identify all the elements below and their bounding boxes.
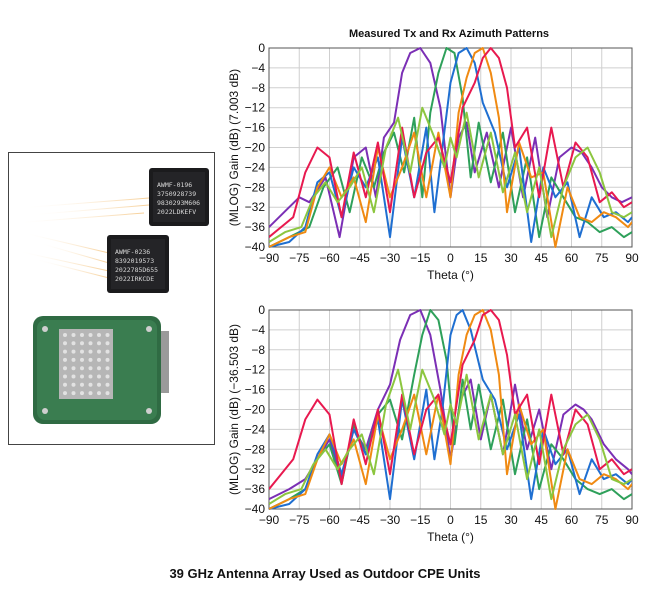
antenna-board [33, 316, 169, 424]
y-axis-title: (MLOG) Gain (dB) (7.003 dB) [227, 69, 241, 226]
chip1-line4: 2022LDKEFV [157, 208, 196, 216]
y-tick-label: −20 [245, 141, 266, 155]
y-tick-label: −40 [245, 502, 266, 516]
x-tick-label: −30 [380, 251, 401, 265]
y-tick-label: −16 [245, 383, 266, 397]
x-tick-label: 30 [504, 513, 518, 527]
x-tick-label: 15 [474, 251, 488, 265]
chip-awmf-0236: AWMF-0236 8392019573 2022785D655 2022IRK… [107, 235, 169, 293]
y-tick-label: −24 [245, 160, 266, 174]
series-line [269, 309, 632, 490]
x-tick-label: 0 [447, 251, 454, 265]
y-tick-label: −12 [245, 101, 266, 115]
x-tick-label: −15 [410, 513, 431, 527]
y-tick-label: −24 [245, 422, 266, 436]
x-tick-label: 90 [625, 513, 639, 527]
y-tick-label: −28 [245, 442, 266, 456]
x-tick-label: 15 [474, 513, 488, 527]
x-tick-label: −45 [350, 513, 371, 527]
x-tick-label: 90 [625, 251, 639, 265]
x-tick-label: 60 [565, 513, 579, 527]
x-axis-title: Theta (°) [427, 268, 474, 282]
light-streaks [13, 197, 150, 279]
chip2-line2: 8392019573 [115, 257, 154, 265]
y-tick-label: −4 [251, 323, 265, 337]
figure-caption: 39 GHz Antenna Array Used as Outdoor CPE… [169, 566, 481, 581]
chip2-line4: 2022IRKCDE [115, 275, 154, 283]
y-tick-label: −36 [245, 220, 266, 234]
chip1-line3: 9830293M606 [157, 199, 200, 207]
y-tick-label: 0 [258, 303, 265, 317]
series-line [269, 368, 632, 505]
y-tick-label: −40 [245, 240, 266, 254]
x-tick-label: −60 [319, 513, 340, 527]
chart-bottom: −90 −75 −60 −45 −30 −15 0 15 30 45 60 75 90 0 −4 −8 −12 −… [227, 303, 639, 544]
x-tick-label: 75 [595, 251, 609, 265]
y-tick-label: 0 [258, 41, 265, 55]
y-tick-label: −28 [245, 180, 266, 194]
x-tick-label: 30 [504, 251, 518, 265]
y-tick-label: −32 [245, 200, 266, 214]
x-axis-title: Theta (°) [427, 530, 474, 544]
x-tick-label: −90 [259, 251, 280, 265]
series-line [269, 47, 632, 238]
x-tick-label: −75 [289, 251, 310, 265]
chip1-line1: AWMF-0196 [157, 181, 192, 189]
product-photo: AWMF-0196 3750928739 9830293M606 2022LDK… [13, 168, 209, 424]
y-tick-label: −4 [251, 61, 265, 75]
plot-frame [268, 47, 633, 248]
product-photo-panel: AWMF-0196 3750928739 9830293M606 2022LDK… [8, 152, 215, 445]
chip1-line2: 3750928739 [157, 190, 196, 198]
chip2-line1: AWMF-0236 [115, 248, 150, 256]
x-tick-label: −75 [289, 513, 310, 527]
x-tick-label: 45 [535, 251, 549, 265]
x-tick-label: −15 [410, 251, 431, 265]
x-tick-label: −45 [350, 251, 371, 265]
x-tick-label: −60 [319, 251, 340, 265]
x-tick-label: 60 [565, 251, 579, 265]
y-tick-label: −8 [251, 81, 265, 95]
y-tick-label: −32 [245, 462, 266, 476]
y-tick-label: −20 [245, 403, 266, 417]
x-tick-label: 75 [595, 513, 609, 527]
x-tick-label: 0 [447, 513, 454, 527]
x-tick-label: −90 [259, 513, 280, 527]
series-line [269, 47, 632, 248]
chart-title: Measured Tx and Rx Azimuth Patterns [349, 28, 549, 40]
x-tick-label: −30 [380, 513, 401, 527]
chip2-line3: 2022785D655 [115, 266, 158, 274]
y-tick-label: −12 [245, 363, 266, 377]
series-line [269, 106, 632, 243]
y-tick-label: −36 [245, 482, 266, 496]
chart-top: −90 −75 −60 −45 −30 −15 0 15 30 45 60 75 90 0 −4 −8 −12 −… [227, 41, 639, 282]
azimuth-charts: Measured Tx and Rx Azimuth Patterns −90−… [227, 28, 639, 544]
plot-frame [268, 309, 633, 510]
x-tick-label: 45 [535, 513, 549, 527]
y-tick-label: −8 [251, 343, 265, 357]
y-axis-title: (MLOG) Gain (dB) (−36.503 dB) [227, 324, 241, 495]
chip-awmf-0196: AWMF-0196 3750928739 9830293M606 2022LDK… [149, 168, 209, 226]
y-tick-label: −16 [245, 121, 266, 135]
